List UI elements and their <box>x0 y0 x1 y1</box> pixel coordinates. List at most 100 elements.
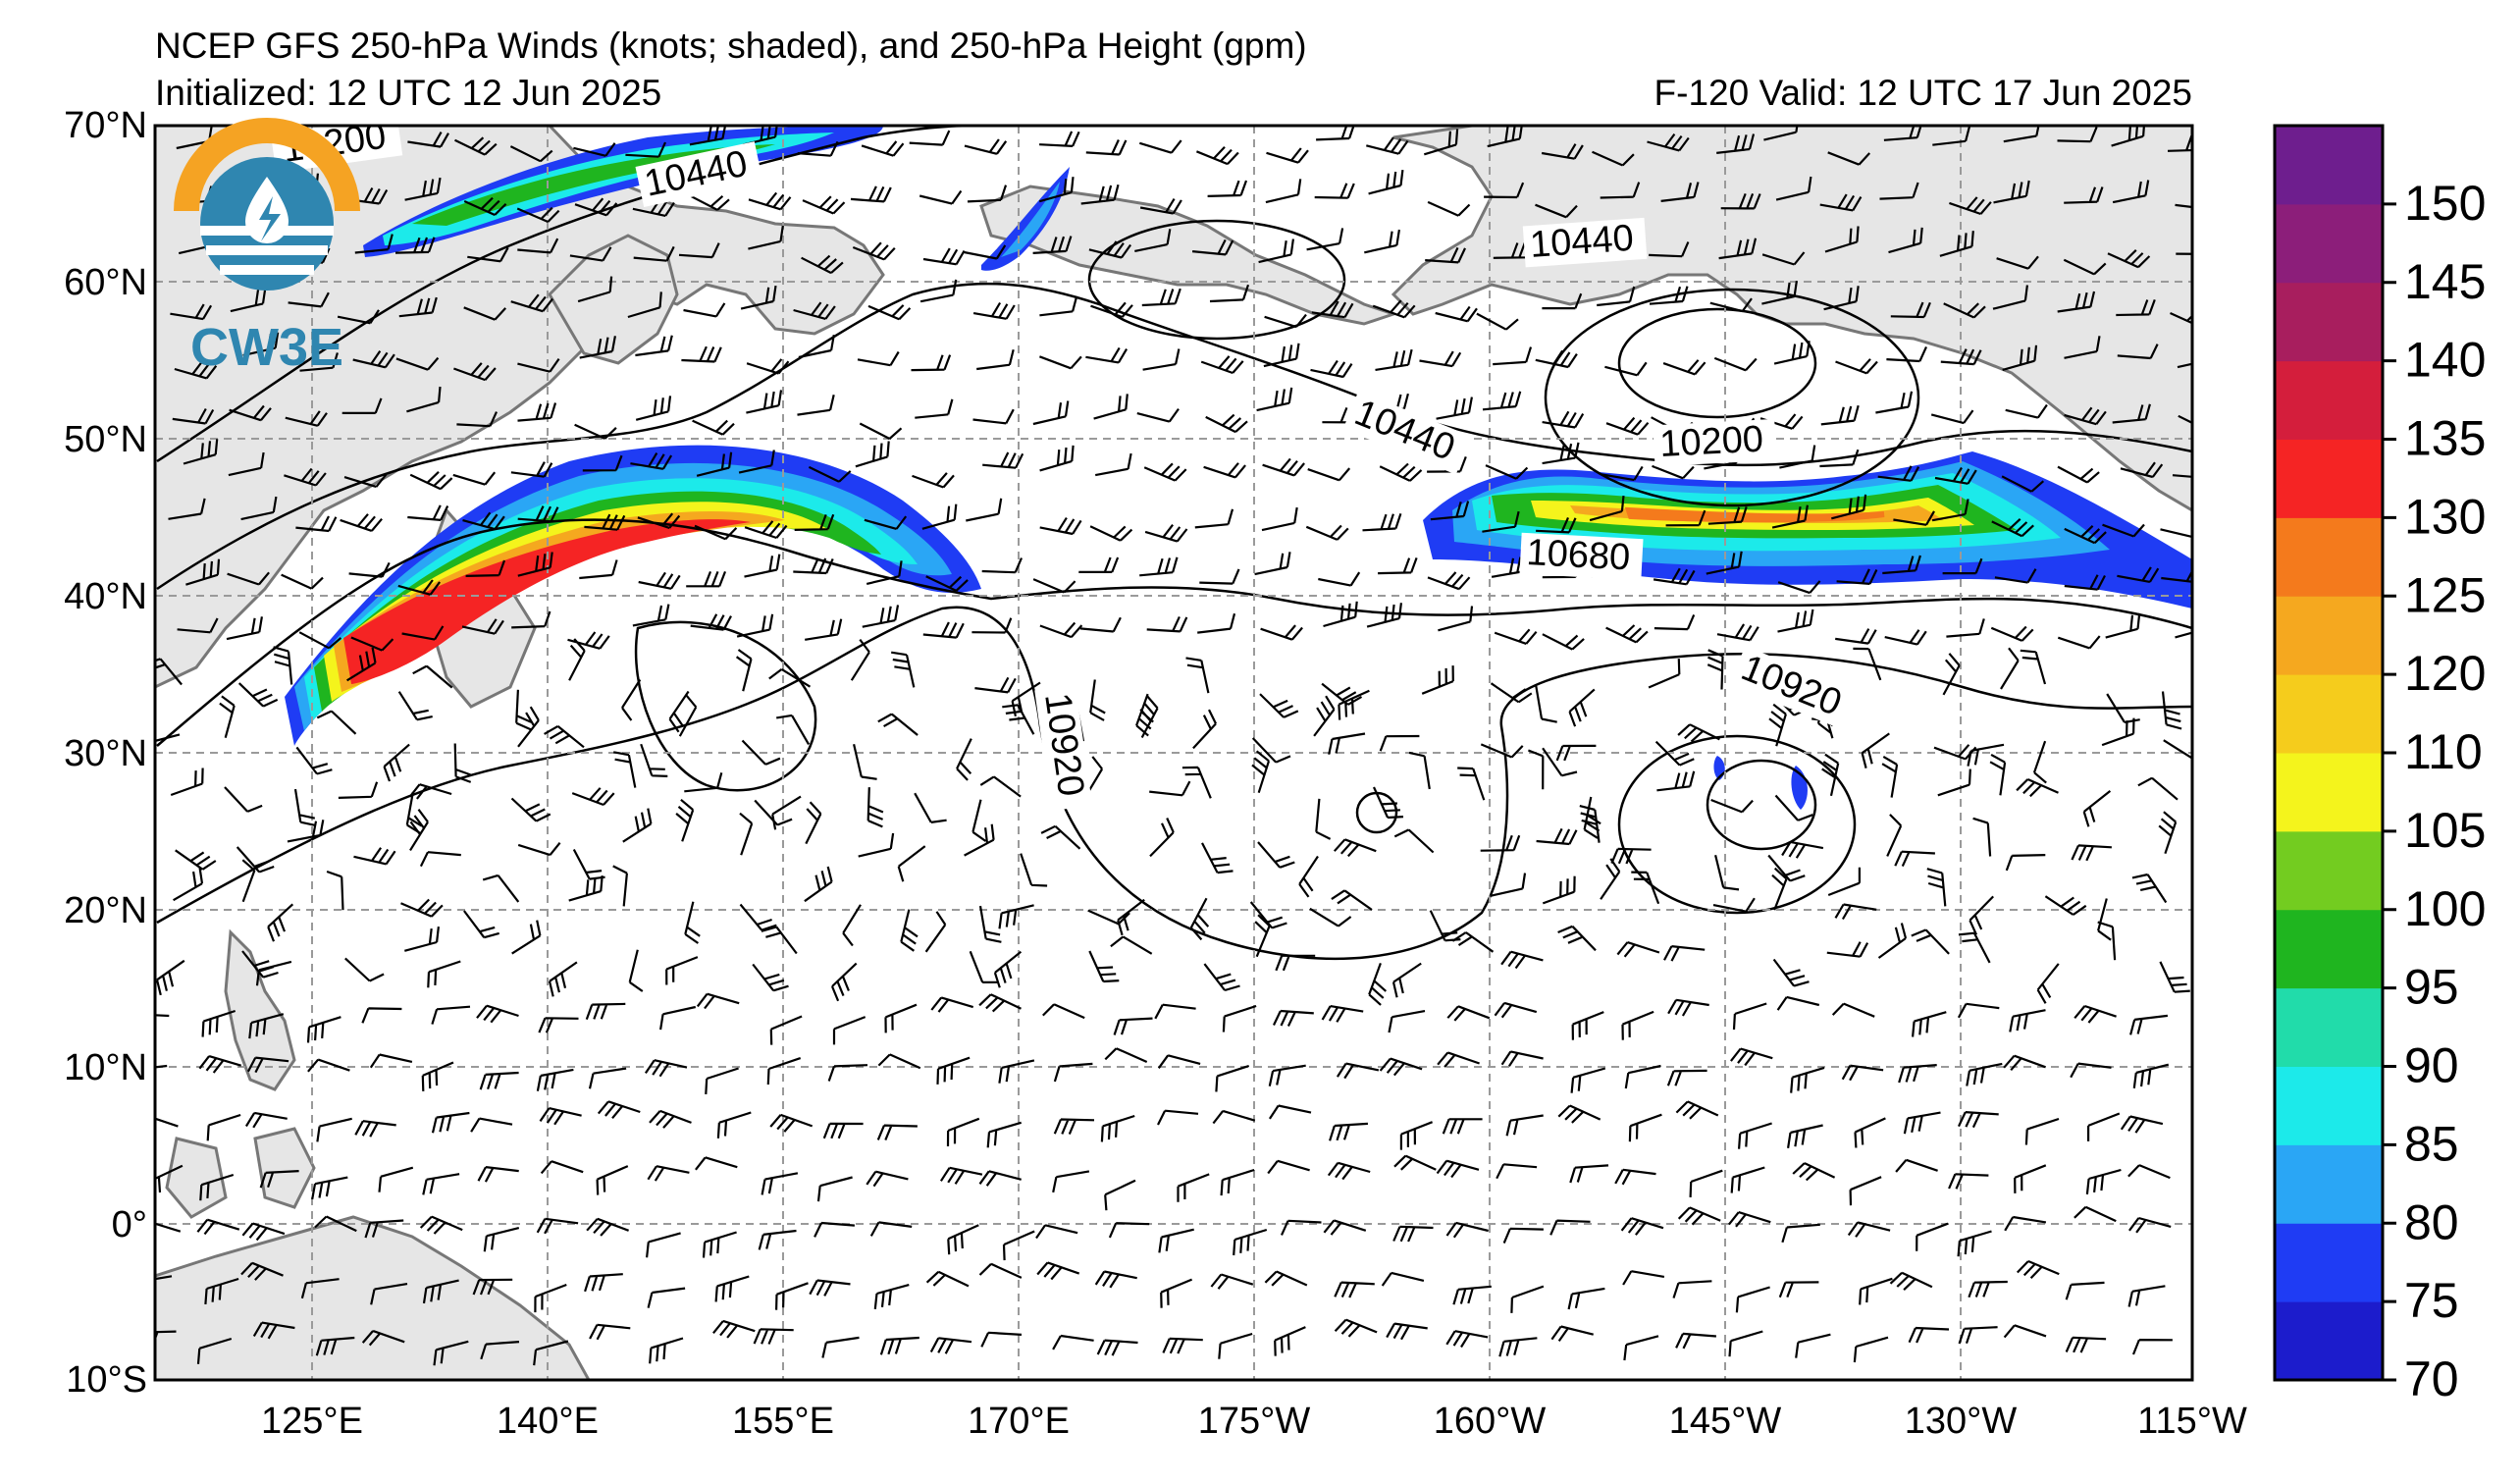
wind-barb <box>891 651 916 688</box>
wind-barb <box>1314 183 1355 199</box>
wind-barb <box>2120 1115 2164 1134</box>
lat-label: 30°N <box>64 733 147 774</box>
wind-barb <box>1436 1159 1480 1179</box>
wind-barb <box>408 783 452 800</box>
wind-barb <box>173 868 204 902</box>
wind-barb <box>884 1003 918 1033</box>
wind-barb <box>1967 743 2005 767</box>
wind-barb <box>1494 628 1538 645</box>
wind-barb <box>801 254 844 275</box>
wind-barb <box>1258 238 1294 264</box>
wind-barb <box>433 1340 469 1366</box>
wind-barb <box>816 1176 853 1202</box>
colorbar-tick-label: 95 <box>2404 960 2459 1015</box>
wind-barb <box>1790 1066 1825 1093</box>
wind-barb <box>1958 1111 1999 1129</box>
wind-barb <box>404 177 442 201</box>
wind-barb <box>864 515 908 530</box>
wind-barb <box>1675 1100 1719 1120</box>
wind-barb <box>568 638 586 681</box>
colorbar-tick-label: 140 <box>2404 333 2486 388</box>
wind-barb <box>1946 618 1985 638</box>
wind-barb <box>1957 1230 1992 1257</box>
wind-barb <box>1886 345 1928 363</box>
wind-barb <box>804 866 833 903</box>
lon-label: 140°E <box>497 1401 599 1442</box>
wind-barb <box>1890 301 1931 319</box>
wind-barb <box>1480 834 1521 852</box>
wind-barb <box>980 1331 1023 1348</box>
lon-label: 170°E <box>968 1401 1070 1442</box>
wind-barb <box>155 959 185 996</box>
wind-barb <box>407 504 449 521</box>
cw3e-logo: CW3E <box>174 118 360 377</box>
wind-barb <box>579 336 616 359</box>
wind-barb <box>1996 255 2039 270</box>
wind-barb <box>2003 1054 2046 1072</box>
wind-barb <box>2082 790 2112 827</box>
wind-barb <box>1419 350 1462 368</box>
lat-label: 20°N <box>64 890 147 931</box>
wind-barb <box>1437 1051 1480 1068</box>
wind-barb <box>431 1005 471 1025</box>
wind-barb <box>681 345 722 363</box>
wind-barb <box>1993 180 2030 204</box>
wind-barb <box>1648 659 1681 689</box>
wind-barb <box>769 1113 814 1133</box>
wind-barb <box>370 1283 408 1305</box>
wind-barb <box>966 498 1003 522</box>
wind-barb <box>797 140 839 157</box>
wind-barb <box>1372 299 1416 319</box>
wind-barb <box>742 126 778 146</box>
wind-barb <box>814 1221 855 1238</box>
wind-barb <box>2057 291 2096 313</box>
wind-barb <box>588 1067 627 1089</box>
wind-barb <box>1160 1278 1193 1308</box>
wind-barb <box>1903 1111 1941 1135</box>
wind-barb <box>155 1330 177 1343</box>
wind-barb <box>517 552 553 577</box>
wind-barb <box>1195 146 1239 166</box>
wind-barb <box>1958 931 1991 964</box>
wind-barb <box>1256 387 1293 412</box>
wind-barb <box>696 992 740 1010</box>
wind-barb <box>939 1166 983 1185</box>
wind-barb <box>1090 301 1133 319</box>
wind-barb <box>678 694 698 737</box>
wind-barb <box>1774 794 1813 821</box>
wind-barb <box>1834 903 1877 921</box>
wind-barb <box>2001 475 2045 493</box>
wind-barb <box>974 676 1017 694</box>
colorbar-tick-label: 80 <box>2404 1194 2459 1249</box>
wind-barb <box>479 1071 519 1090</box>
wind-barb <box>1378 557 1418 575</box>
wind-barb <box>230 288 267 313</box>
wind-barb <box>1191 238 1234 256</box>
wind-barb <box>1502 1227 1544 1245</box>
wind-barb <box>978 993 1022 1013</box>
wind-barb <box>821 1336 860 1358</box>
wind-barb <box>979 775 1022 798</box>
wind-barb <box>509 145 553 163</box>
wind-barb <box>1649 241 1690 258</box>
wind-barb <box>196 1218 240 1236</box>
wind-barb <box>776 714 811 745</box>
wind-barb <box>510 293 553 313</box>
wind-barb <box>986 1121 1023 1148</box>
wind-barb <box>1089 679 1106 721</box>
wind-barb <box>850 638 870 681</box>
wind-barb <box>761 926 798 955</box>
wind-barb <box>1267 1159 1310 1175</box>
wind-barb <box>240 496 278 521</box>
wind-barb <box>1930 409 1974 425</box>
map-title: NCEP GFS 250-hPa Winds (knots; shaded), … <box>155 26 1307 66</box>
wind-barb <box>1827 151 1871 166</box>
wind-barb <box>1298 855 1319 898</box>
wind-barb <box>936 1056 971 1085</box>
wind-barb <box>972 408 1015 425</box>
wind-barb <box>1318 571 1361 587</box>
wind-barb <box>919 279 958 303</box>
wind-barb <box>1085 346 1129 364</box>
wind-barb <box>612 865 628 907</box>
